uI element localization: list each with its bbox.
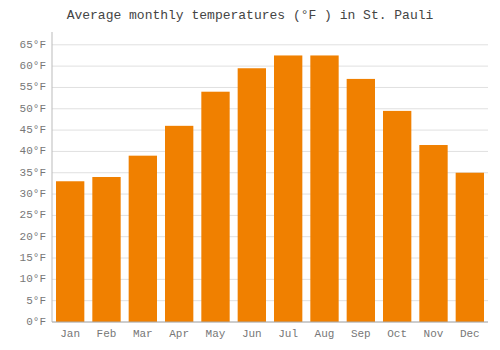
x-tick-label: Apr [169, 328, 189, 340]
x-tick-label: Nov [424, 328, 444, 340]
y-tick-label: 5°F [26, 295, 46, 307]
bar [129, 156, 157, 322]
chart-svg: 0°F 5°F 10°F 15°F 20°F 25°F 30°F 35°F 40°F 45°F 50… [0, 0, 500, 350]
x-tick-label: Mar [133, 328, 153, 340]
bar [347, 79, 375, 322]
x-axis: Jan Feb Mar Apr May Jun Jul Aug Sep Oct Nov Dec [52, 322, 488, 340]
x-tick-label: Sep [351, 328, 371, 340]
y-tick-label: 65°F [20, 39, 46, 51]
x-tick-label: May [206, 328, 226, 340]
bar [201, 92, 229, 322]
bar [92, 177, 120, 322]
y-tick-label: 40°F [20, 145, 46, 157]
y-tick-label: 0°F [26, 316, 46, 328]
grid-line [52, 66, 488, 67]
grid [52, 45, 488, 322]
y-tick-label: 25°F [20, 209, 46, 221]
x-tick-label: Oct [387, 328, 407, 340]
x-tick-label: Jun [242, 328, 262, 340]
y-tick-label: 30°F [20, 188, 46, 200]
chart-container: 0°F 5°F 10°F 15°F 20°F 25°F 30°F 35°F 40°F 45°F 50… [0, 0, 500, 350]
bar [419, 145, 447, 322]
y-tick-label: 20°F [20, 231, 46, 243]
x-tick-label: Dec [460, 328, 480, 340]
y-tick-label: 15°F [20, 252, 46, 264]
x-tick-label: Jul [278, 328, 298, 340]
y-axis-line [52, 32, 53, 322]
grid-line [52, 108, 488, 109]
bar [274, 55, 302, 322]
y-axis: 0°F 5°F 10°F 15°F 20°F 25°F 30°F 35°F 40°F 45°F 50… [20, 32, 52, 328]
grid-line [52, 130, 488, 131]
bar [56, 181, 84, 322]
bars [56, 55, 484, 322]
x-axis-line [52, 322, 488, 323]
bar [456, 173, 484, 322]
grid-line [52, 322, 488, 323]
bar [165, 126, 193, 322]
y-tick-label: 35°F [20, 167, 46, 179]
chart-title: Average monthly temperatures (°F ) in St… [67, 8, 434, 23]
bar [238, 68, 266, 322]
grid-line [52, 44, 488, 45]
x-tick-label: Feb [97, 328, 117, 340]
x-tick-label: Aug [315, 328, 335, 340]
y-tick-label: 45°F [20, 124, 46, 136]
grid-line [52, 87, 488, 88]
x-tick-label: Jan [60, 328, 80, 340]
y-tick-label: 10°F [20, 273, 46, 285]
y-tick-label: 60°F [20, 60, 46, 72]
y-tick-label: 50°F [20, 103, 46, 115]
bar [310, 55, 338, 322]
bar [383, 111, 411, 322]
y-tick-label: 55°F [20, 81, 46, 93]
